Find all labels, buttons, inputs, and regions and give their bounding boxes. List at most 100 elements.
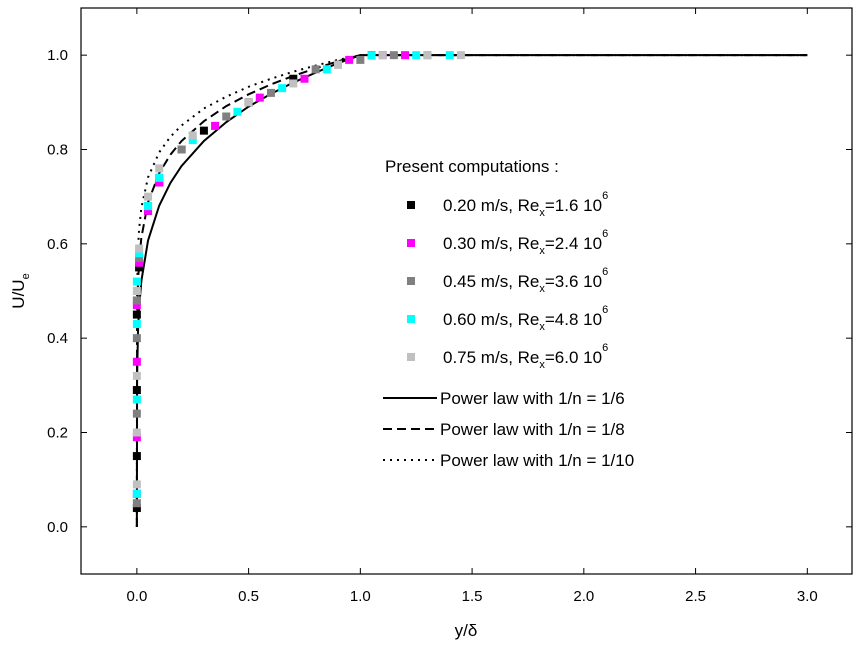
legend-label-part: 6 [602,266,608,278]
legend-label-part: x [539,283,545,295]
legend-label: Power law with 1/n = 1/8 [440,420,625,439]
data-point [135,253,144,262]
data-point [412,51,421,60]
data-point [132,277,141,286]
data-point [423,51,432,60]
x-tick-label: 1.5 [462,588,483,605]
legend-label-part: =6.0 10 [545,348,602,367]
data-point [389,51,398,60]
data-point [132,489,141,498]
data-point [322,65,331,74]
data-point [144,202,153,211]
legend-label-part: =1.6 10 [545,196,602,215]
data-point [155,178,164,187]
legend-marker [407,315,415,323]
data-point [367,51,376,60]
y-axis-label: U/Ue [9,273,32,308]
y-tick-label: 0.2 [47,425,68,442]
data-point [135,263,144,272]
legend-marker [407,277,415,285]
legend-label-part: 6 [602,304,608,316]
data-point [132,301,141,310]
data-point [132,287,141,295]
legend-label: 0.75 m/s, Rex=6.0 106 [443,342,608,371]
legend-label: Power law with 1/n = 1/10 [440,451,634,470]
data-point [289,74,298,83]
legend-label-part: =3.6 10 [545,272,602,291]
legend-label-part: =2.4 10 [545,234,602,253]
x-tick-label: 0.5 [238,588,259,605]
legend-label-part: 6 [602,190,608,202]
legend-label: 0.20 m/s, Rex=1.6 106 [443,190,608,219]
x-axis-label: y/δ [455,621,478,640]
legend-label-part: x [539,321,545,333]
legend-label: 0.60 m/s, Rex=4.8 106 [443,304,608,333]
legend-label-part: 0.20 m/s, Re [443,196,539,215]
data-point [132,371,141,380]
data-point [132,503,141,512]
y-tick-label: 0.6 [47,236,68,253]
data-point [132,428,141,437]
data-point [144,192,153,201]
x-tick-label: 2.0 [573,588,594,605]
data-point [155,173,164,182]
data-point [177,145,186,154]
data-point [222,112,231,121]
legend-label: 0.30 m/s, Rex=2.4 106 [443,228,608,257]
data-point [132,395,141,404]
data-point [300,74,309,83]
data-point [356,55,365,64]
data-point [266,88,275,97]
y-axis-label-main: U/U [9,279,28,308]
data-point [244,98,253,107]
data-point [135,244,144,253]
data-point [334,60,342,69]
data-point [132,357,141,366]
legend-label-part: 0.60 m/s, Re [443,310,539,329]
data-point [345,55,354,64]
data-point [188,136,197,145]
data-point [211,121,220,130]
plot-area [132,51,808,527]
y-tick-label: 0.4 [47,330,68,347]
data-point [135,249,144,258]
legend-label-part: 0.30 m/s, Re [443,234,539,253]
data-point [144,206,153,215]
legend-marker [407,353,415,361]
data-point [132,480,141,489]
data-point [132,452,141,461]
legend-label-part: 6 [602,228,608,240]
x-tick-label: 0.0 [126,588,147,605]
legend-label: 0.45 m/s, Rex=3.6 106 [443,266,608,295]
data-point [289,79,298,88]
power-law-line [135,54,808,527]
data-point [255,93,264,102]
x-tick-label: 2.5 [685,588,706,605]
legend-label-part: 0.45 m/s, Re [443,272,539,291]
legend-label-part: 0.75 m/s, Re [443,348,539,367]
data-point [132,433,141,442]
data-point [132,386,141,395]
legend-label-part: x [539,207,545,219]
legend-label-part: =4.8 10 [545,310,602,329]
data-point [278,84,287,93]
legend-label-part: 6 [602,342,608,354]
y-tick-label: 0.0 [47,519,68,536]
data-point [132,296,141,305]
data-point [132,334,141,343]
legend-title: Present computations : [385,157,559,176]
data-point [132,499,141,508]
data-point [445,51,454,60]
legend-marker [407,239,415,247]
y-tick-label: 1.0 [47,47,68,64]
legend-marker [407,201,415,209]
plot-frame [80,7,853,575]
x-tick-label: 1.0 [350,588,371,605]
x-tick-label: 3.0 [797,588,818,605]
legend-label-part: x [539,245,545,257]
data-point [401,51,410,60]
data-point [132,409,141,418]
